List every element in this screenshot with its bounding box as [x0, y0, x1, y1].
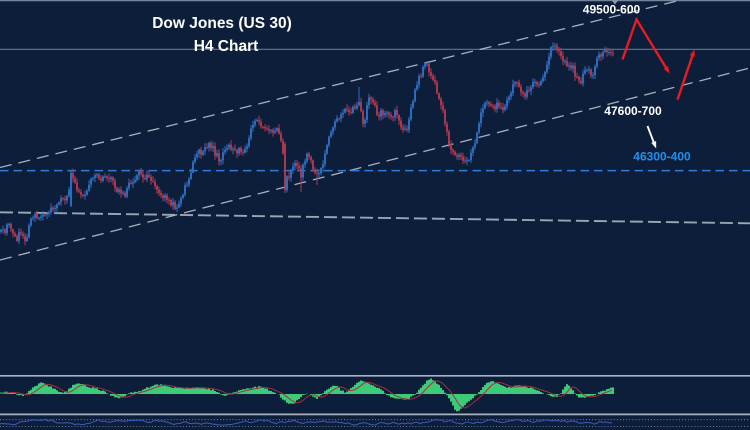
svg-text:Dow Jones (US 30): Dow Jones (US 30)	[152, 15, 292, 32]
svg-text:46300-400: 46300-400	[633, 150, 691, 164]
svg-text:H4 Chart: H4 Chart	[194, 38, 259, 55]
svg-text:49500-600: 49500-600	[583, 3, 641, 17]
svg-text:47600-700: 47600-700	[604, 104, 662, 118]
